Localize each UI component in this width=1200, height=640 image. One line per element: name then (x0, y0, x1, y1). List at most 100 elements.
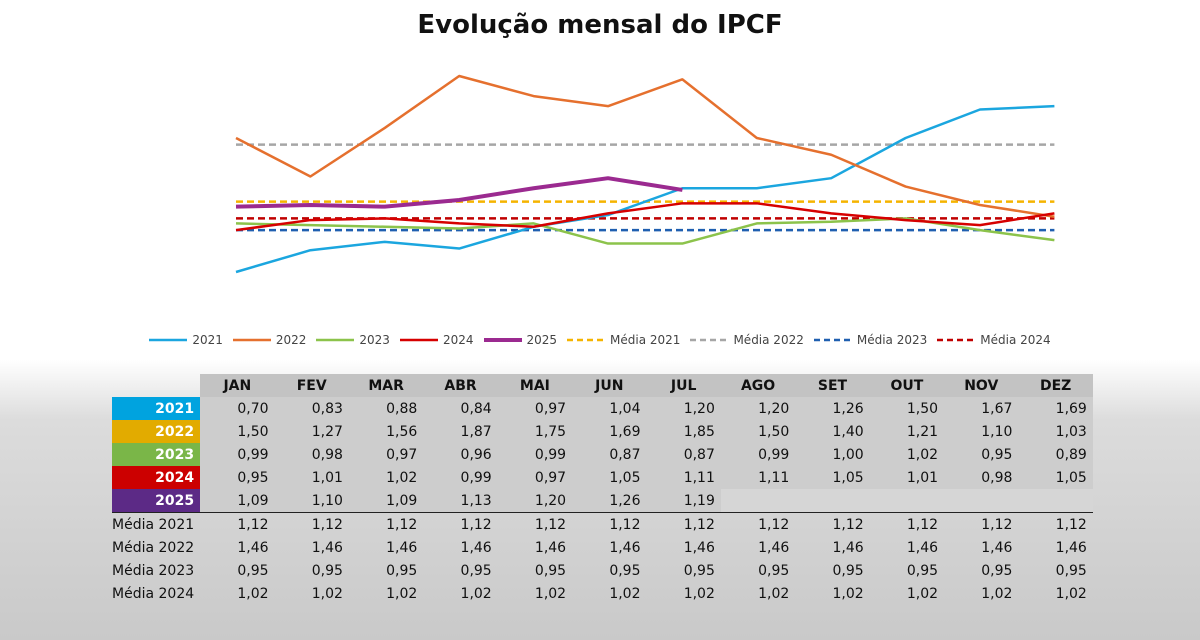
data-label: 1,12 (1018, 512, 1093, 536)
data-label: 1,69 (1018, 397, 1093, 420)
data-label: 1,09 (348, 489, 424, 513)
legend-label: 2023 (359, 333, 390, 347)
data-label: 1,12 (423, 512, 498, 536)
legend-item-2023: 2023 (316, 333, 390, 347)
legend-swatch (232, 338, 271, 342)
row-label: 2022 (112, 420, 201, 443)
data-label: 0,97 (497, 466, 573, 489)
empty-cell (1018, 489, 1093, 513)
data-label: 1,46 (758, 539, 790, 556)
data-label: 1,02 (869, 443, 945, 466)
table-row: 2023 0,99 0,98 0,97 0,96 0,99 0,87 0,87 0,99 1,00… (112, 443, 1093, 466)
data-label: 1,05 (572, 466, 647, 489)
legend-item-media-2021: Média 2021 (567, 333, 680, 347)
data-label: 1,46 (981, 539, 1013, 556)
data-label: 1,46 (386, 539, 418, 556)
table-row: Média 2021 1,12 1,12 1,12 1,12 1,12 1,12 1,12 1,… (112, 512, 1093, 536)
table-row: 2022 1,50 1,27 1,56 1,87 1,75 1,69 1,85 1,50 1,40… (112, 420, 1093, 443)
chart-title: Evolução mensal do IPCF (417, 10, 783, 40)
legend-swatch (690, 338, 729, 342)
empty-cell (720, 489, 796, 513)
data-label: 1,05 (1018, 466, 1093, 489)
line-chart (235, 74, 1055, 274)
series-line-2025 (235, 176, 683, 209)
data-label: 0,95 (200, 466, 275, 489)
legend-swatch (483, 338, 522, 342)
data-label: 0,70 (200, 397, 275, 420)
data-label: 1,46 (609, 539, 641, 556)
data-label: 1,11 (720, 466, 796, 489)
legend-item-2022: 2022 (232, 333, 306, 347)
data-label: 1,20 (720, 397, 796, 420)
data-label: 1,02 (348, 466, 424, 489)
column-header: NOV (944, 374, 1019, 397)
data-label: 1,21 (869, 420, 945, 443)
data-label: 1,01 (274, 466, 349, 489)
data-label: 1,69 (572, 420, 647, 443)
data-label: 1,26 (795, 397, 870, 420)
data-label: 1,02 (237, 585, 269, 602)
column-header: FEV (274, 374, 349, 397)
data-label: 1,02 (609, 585, 641, 602)
data-label: 1,46 (683, 539, 715, 556)
data-label: 0,97 (348, 443, 424, 466)
column-header: MAI (497, 374, 573, 397)
row-label: Média 2022 (112, 539, 195, 556)
data-label: 1,02 (758, 585, 790, 602)
data-label: 1,46 (311, 539, 343, 556)
data-table: JAN FEV MAR ABR MAI JUN JUL AGO SET OUT NOV DEZ 2021… (112, 374, 1093, 605)
row-label: 2024 (112, 466, 201, 489)
data-label: 1,00 (795, 443, 870, 466)
legend-label: 2021 (192, 333, 223, 347)
legend-label: Média 2022 (733, 333, 804, 347)
chart-legend: 2021 2022 2023 2024 2025 Média 2021 Média 2022… (0, 333, 1200, 347)
legend-swatch (399, 338, 438, 342)
series-line-2024 (235, 202, 1055, 232)
data-label: 1,46 (1055, 539, 1087, 556)
row-label: Média 2021 (112, 512, 201, 536)
column-header: OUT (869, 374, 945, 397)
data-label: 1,05 (795, 466, 870, 489)
data-label: 0,95 (534, 562, 567, 579)
data-label: 0,95 (944, 443, 1019, 466)
data-label: 1,02 (906, 585, 939, 602)
data-label: 0,95 (981, 562, 1013, 579)
data-label: 1,19 (646, 489, 721, 513)
empty-cell (869, 489, 945, 513)
data-label: 1,46 (906, 539, 939, 556)
data-label: 0,95 (237, 562, 269, 579)
data-label: 1,12 (869, 512, 945, 536)
data-label: 1,02 (981, 585, 1013, 602)
data-label: 0,95 (906, 562, 939, 579)
data-label: 1,67 (944, 397, 1019, 420)
legend-swatch (567, 338, 606, 342)
data-label: 0,95 (609, 562, 641, 579)
data-label: 1,46 (237, 539, 269, 556)
column-header: JUN (572, 374, 647, 397)
legend-item-media-2023: Média 2023 (813, 333, 927, 347)
table-row: 2021 0,70 0,83 0,88 0,84 0,97 1,04 1,20 1,20 1,26… (112, 397, 1093, 420)
data-label: 0,87 (646, 443, 721, 466)
column-header: JUL (646, 374, 721, 397)
data-label: 1,50 (200, 420, 275, 443)
column-header: JAN (200, 374, 275, 397)
data-label: 1,01 (869, 466, 945, 489)
data-label: 1,12 (720, 512, 796, 536)
table-row: Média 2024 1,02 1,02 1,02 1,02 1,02 1,02 1,02 1,… (112, 582, 1093, 605)
data-label: 1,12 (795, 512, 870, 536)
column-header: AGO (720, 374, 796, 397)
data-label: 1,50 (720, 420, 796, 443)
table-header-row: JAN FEV MAR ABR MAI JUN JUL AGO SET OUT NOV DEZ (112, 374, 1093, 397)
data-label: 1,46 (534, 539, 567, 556)
data-label: 1,11 (646, 466, 721, 489)
data-label: 0,95 (832, 562, 864, 579)
data-label: 0,88 (348, 397, 424, 420)
data-label: 1,20 (646, 397, 721, 420)
data-label: 1,02 (460, 585, 492, 602)
empty-cell (944, 489, 1019, 513)
header-blank (112, 374, 200, 397)
data-label: 1,56 (348, 420, 424, 443)
data-label: 1,10 (274, 489, 349, 513)
data-label: 0,89 (1018, 443, 1093, 466)
table-row: Média 2022 1,46 1,46 1,46 1,46 1,46 1,46 1,46 1,… (112, 536, 1093, 559)
